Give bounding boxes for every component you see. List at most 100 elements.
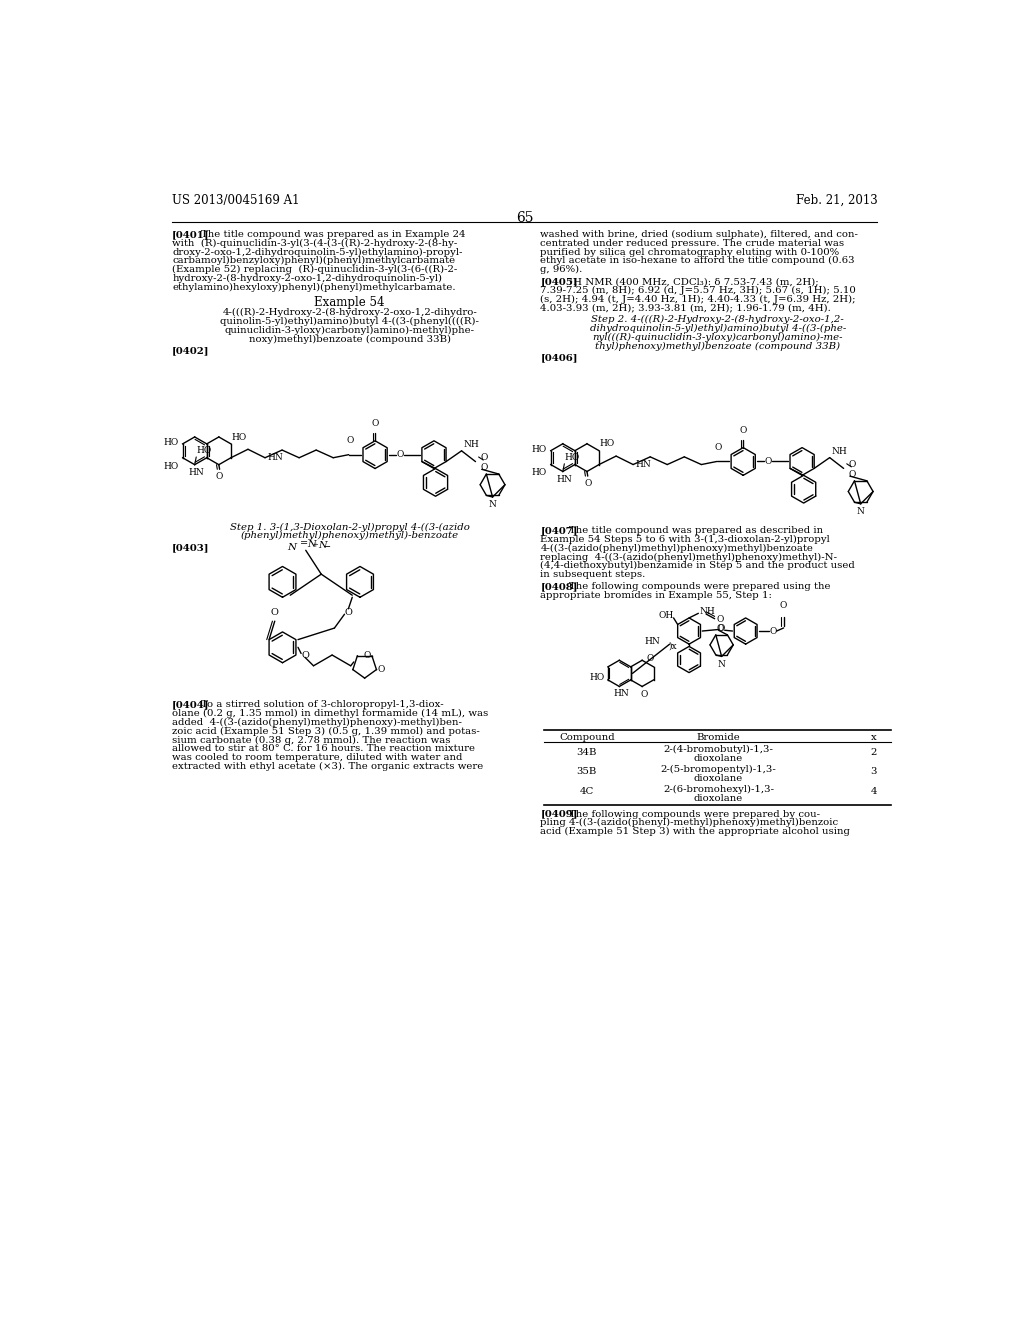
Text: [0402]: [0402] [172, 347, 210, 355]
Text: ethylamino)hexyloxy)phenyl)(phenyl)methylcarbamate.: ethylamino)hexyloxy)phenyl)(phenyl)methy… [172, 282, 456, 292]
Text: O: O [715, 444, 722, 453]
Text: Feb. 21, 2013: Feb. 21, 2013 [796, 194, 878, 207]
Text: [0408]: [0408] [541, 582, 578, 591]
Text: O: O [480, 453, 487, 462]
Text: (phenyl)methyl)phenoxy)methyl)-benzoate: (phenyl)methyl)phenoxy)methyl)-benzoate [241, 531, 459, 540]
Text: HN: HN [613, 689, 629, 698]
Text: HO: HO [531, 445, 547, 454]
Text: N: N [288, 543, 297, 552]
Text: ¹H NMR (400 MHz, CDCl₃): δ 7.53-7.43 (m, 2H);: ¹H NMR (400 MHz, CDCl₃): δ 7.53-7.43 (m,… [569, 277, 819, 286]
Text: in subsequent steps.: in subsequent steps. [541, 570, 646, 579]
Text: dioxolane: dioxolane [694, 793, 743, 803]
Text: Example 54: Example 54 [314, 296, 385, 309]
Text: HN: HN [636, 461, 651, 469]
Text: O: O [584, 479, 592, 488]
Text: hydroxy-2-(8-hydroxy-2-oxo-1,2-dihydroquinolin-5-yl): hydroxy-2-(8-hydroxy-2-oxo-1,2-dihydroqu… [172, 275, 442, 282]
Text: O: O [769, 627, 776, 635]
Text: added  4-((3-(azido(phenyl)methyl)phenoxy)-methyl)ben-: added 4-((3-(azido(phenyl)methyl)phenoxy… [172, 718, 462, 727]
Text: 35B: 35B [577, 767, 597, 776]
Text: O: O [364, 651, 371, 660]
Text: washed with brine, dried (sodium sulphate), filtered, and con-: washed with brine, dried (sodium sulphat… [541, 230, 858, 239]
Text: [0404]: [0404] [172, 701, 210, 709]
Text: Bromide: Bromide [696, 734, 740, 742]
Text: O: O [716, 615, 724, 624]
Text: thyl)phenoxy)methyl)benzoate (compound 33B): thyl)phenoxy)methyl)benzoate (compound 3… [595, 342, 841, 351]
Text: O: O [764, 457, 772, 466]
Text: [0401]: [0401] [172, 230, 210, 239]
Text: =: = [300, 540, 307, 549]
Text: (4,4-diethoxybutyl)benzamide in Step 5 and the product used: (4,4-diethoxybutyl)benzamide in Step 5 a… [541, 561, 855, 570]
Text: Step 1. 3-(1,3-Dioxolan-2-yl)propyl 4-((3-(azido: Step 1. 3-(1,3-Dioxolan-2-yl)propyl 4-((… [229, 523, 470, 532]
Text: centrated under reduced pressure. The crude material was: centrated under reduced pressure. The cr… [541, 239, 845, 248]
Text: zoic acid (Example 51 Step 3) (0.5 g, 1.39 mmol) and potas-: zoic acid (Example 51 Step 3) (0.5 g, 1.… [172, 727, 480, 737]
Text: purified by silica gel chromatography eluting with 0-100%: purified by silica gel chromatography el… [541, 248, 840, 256]
Text: acid (Example 51 Step 3) with the appropriate alcohol using: acid (Example 51 Step 3) with the approp… [541, 828, 850, 836]
Text: O: O [216, 473, 223, 482]
Text: (s, 2H); 4.94 (t, J=4.40 Hz, 1H); 4.40-4.33 (t, J=6.39 Hz, 2H);: (s, 2H); 4.94 (t, J=4.40 Hz, 1H); 4.40-4… [541, 294, 856, 304]
Text: NH: NH [831, 447, 847, 457]
Text: HO: HO [564, 453, 580, 462]
Text: +: + [312, 541, 317, 549]
Text: 4-((3-(azido(phenyl)methyl)phenoxy)methyl)benzoate: 4-((3-(azido(phenyl)methyl)phenoxy)methy… [541, 544, 813, 553]
Text: ethyl acetate in iso-hexane to afford the title compound (0.63: ethyl acetate in iso-hexane to afford th… [541, 256, 855, 265]
Text: (Example 52) replacing  (R)-quinuclidin-3-yl(3-(6-((R)-2-: (Example 52) replacing (R)-quinuclidin-3… [172, 265, 458, 275]
Text: N: N [488, 500, 497, 510]
Text: HO: HO [164, 462, 178, 470]
Text: O: O [739, 426, 746, 436]
Text: [0403]: [0403] [172, 543, 210, 552]
Text: O: O [396, 450, 403, 459]
Text: allowed to stir at 80° C. for 16 hours. The reaction mixture: allowed to stir at 80° C. for 16 hours. … [172, 744, 475, 754]
Text: with  (R)-quinuclidin-3-yl(3-(4-(3-((R)-2-hydroxy-2-(8-hy-: with (R)-quinuclidin-3-yl(3-(4-(3-((R)-2… [172, 239, 458, 248]
Text: HO: HO [197, 446, 212, 455]
Text: O: O [640, 690, 647, 700]
Text: HN: HN [188, 467, 204, 477]
Text: pling 4-((3-(azido(phenyl)-methyl)phenoxy)methyl)benzoic: pling 4-((3-(azido(phenyl)-methyl)phenox… [541, 818, 839, 828]
Text: −: − [323, 543, 331, 552]
Text: NH: NH [700, 607, 716, 616]
Text: [0407]: [0407] [541, 527, 578, 535]
Text: O: O [346, 437, 354, 445]
Text: HO: HO [531, 469, 547, 478]
Text: [0409]: [0409] [541, 809, 578, 818]
Text: The following compounds were prepared using the: The following compounds were prepared us… [569, 582, 830, 591]
Text: O: O [480, 463, 487, 473]
Text: Example 54 Steps 5 to 6 with 3-(1,3-dioxolan-2-yl)propyl: Example 54 Steps 5 to 6 with 3-(1,3-diox… [541, 535, 830, 544]
Text: The title compound was prepared as described in: The title compound was prepared as descr… [569, 527, 823, 535]
Text: x: x [870, 734, 877, 742]
Text: O: O [344, 609, 352, 618]
Text: HO: HO [599, 440, 614, 449]
Text: 4.03-3.93 (m, 2H); 3.93-3.81 (m, 2H); 1.96-1.79 (m, 4H).: 4.03-3.93 (m, 2H); 3.93-3.81 (m, 2H); 1.… [541, 304, 831, 313]
Text: replacing  4-((3-(azido(phenyl)methyl)phenoxy)methyl)-N-: replacing 4-((3-(azido(phenyl)methyl)phe… [541, 553, 838, 561]
Text: O: O [270, 607, 279, 616]
Text: 3: 3 [870, 767, 877, 776]
Text: N: N [718, 660, 726, 668]
Text: OH: OH [658, 611, 674, 620]
Text: 2-(4-bromobutyl)-1,3-: 2-(4-bromobutyl)-1,3- [664, 746, 773, 755]
Text: [0406]: [0406] [541, 354, 578, 363]
Text: )x: )x [668, 642, 677, 651]
Text: The following compounds were prepared by cou-: The following compounds were prepared by… [569, 809, 820, 818]
Text: O: O [378, 665, 385, 675]
Text: HO: HO [164, 438, 178, 447]
Text: O: O [372, 420, 379, 429]
Text: dihydroquinolin-5-yl)ethyl)amino)butyl 4-((3-(phe-: dihydroquinolin-5-yl)ethyl)amino)butyl 4… [590, 323, 846, 333]
Text: O: O [716, 624, 724, 634]
Text: 2: 2 [870, 747, 877, 756]
Text: 7.39-7.25 (m, 8H); 6.92 (d, J=5.57 Hz, 3H); 5.67 (s, 1H); 5.10: 7.39-7.25 (m, 8H); 6.92 (d, J=5.57 Hz, 3… [541, 285, 856, 294]
Text: N: N [307, 540, 315, 549]
Text: N: N [857, 507, 864, 516]
Text: was cooled to room temperature, diluted with water and: was cooled to room temperature, diluted … [172, 754, 463, 762]
Text: quinolin-5-yl)ethyl)amino)butyl 4-((3-(phenyl((((R)-: quinolin-5-yl)ethyl)amino)butyl 4-((3-(p… [220, 317, 479, 326]
Text: HN: HN [267, 453, 283, 462]
Text: O: O [848, 470, 856, 479]
Text: 65: 65 [516, 211, 534, 224]
Text: O: O [646, 655, 653, 664]
Text: The title compound was prepared as in Example 24: The title compound was prepared as in Ex… [201, 230, 465, 239]
Text: sium carbonate (0.38 g, 2.78 mmol). The reaction was: sium carbonate (0.38 g, 2.78 mmol). The … [172, 735, 451, 744]
Text: 34B: 34B [577, 747, 597, 756]
Text: noxy)methyl)benzoate (compound 33B): noxy)methyl)benzoate (compound 33B) [249, 335, 451, 343]
Text: 2-(6-bromohexyl)-1,3-: 2-(6-bromohexyl)-1,3- [664, 785, 774, 795]
Text: 4: 4 [870, 787, 877, 796]
Text: Step 2. 4-(((R)-2-Hydroxy-2-(8-hydroxy-2-oxo-1,2-: Step 2. 4-(((R)-2-Hydroxy-2-(8-hydroxy-2… [592, 315, 844, 325]
Text: g, 96%).: g, 96%). [541, 265, 583, 275]
